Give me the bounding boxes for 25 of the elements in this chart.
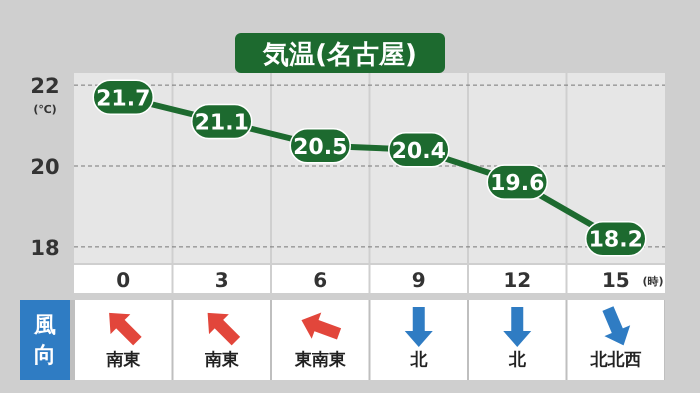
x-tick-label: 12 <box>503 268 532 292</box>
x-tick-label: 0 <box>116 268 130 292</box>
y-tick-label: 22 <box>30 74 60 98</box>
chart-title: 気温(名古屋) <box>262 40 417 70</box>
category-label: 北北西 <box>589 350 642 370</box>
category-label: 南東 <box>204 350 240 370</box>
data-label: 19.6 <box>490 171 544 196</box>
category-label: 北 <box>409 350 428 370</box>
category-label: 東南東 <box>294 350 347 370</box>
y-tick-label: 18 <box>30 236 60 260</box>
x-tick-label: 9 <box>412 268 426 292</box>
data-label: 20.4 <box>392 138 446 164</box>
data-label: 21.1 <box>194 110 249 136</box>
x-axis-title: (時) <box>642 275 664 288</box>
y-tick-label: 20 <box>30 154 60 179</box>
x-tick-label: 15 <box>602 268 630 292</box>
category-label: 南東 <box>105 350 142 370</box>
x-tick-label: 3 <box>214 268 229 292</box>
y-axis-title: (℃) <box>33 103 57 116</box>
text: 風向 <box>33 313 56 368</box>
data-label: 21.7 <box>96 86 150 112</box>
category-label: 北 <box>508 350 527 370</box>
x-tick-label: 6 <box>313 268 328 292</box>
data-label: 20.5 <box>293 134 348 160</box>
data-label: 18.2 <box>588 228 643 253</box>
